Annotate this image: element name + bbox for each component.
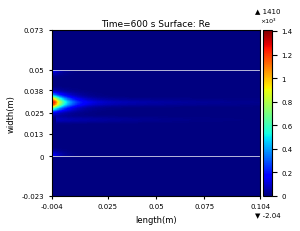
Text: ×10³: ×10³: [260, 19, 275, 24]
Title: Time=600 s Surface: Re: Time=600 s Surface: Re: [101, 20, 211, 28]
Text: ▲ 1410: ▲ 1410: [255, 8, 280, 14]
Y-axis label: width(m): width(m): [7, 94, 16, 132]
X-axis label: length(m): length(m): [135, 215, 177, 224]
Text: ▼ -2.04: ▼ -2.04: [255, 211, 280, 217]
Bar: [52, 70, 260, 156]
